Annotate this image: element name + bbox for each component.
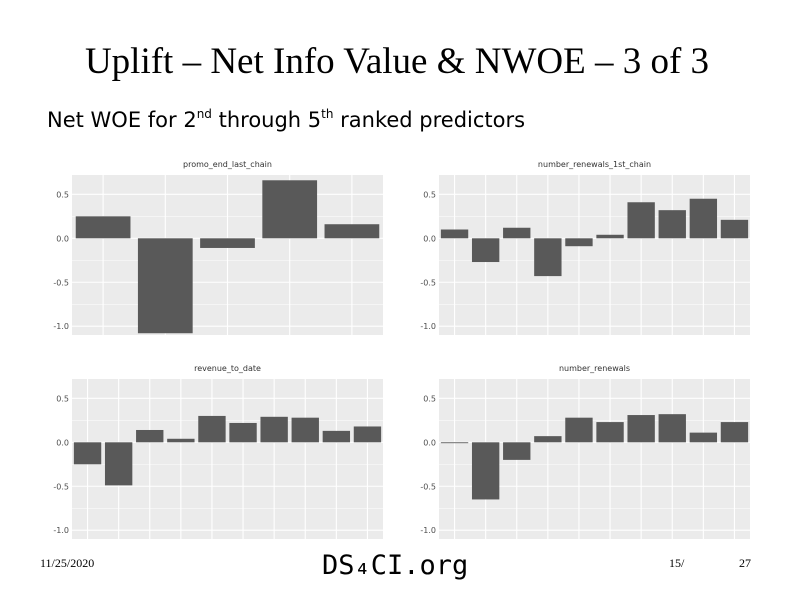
chart-svg: promo_end_last_chain 0.5 0.0 -0.5 -1.0	[53, 160, 383, 335]
subtitle-sup-2: th	[321, 107, 334, 121]
bar-4	[534, 238, 562, 277]
chart-title: number_renewals	[559, 364, 630, 373]
bar-5	[198, 415, 226, 443]
chart-promo-end-last-chain: promo_end_last_chain 0.5 0.0 -0.5 -1.0	[38, 157, 385, 337]
bar-10	[720, 219, 749, 239]
footer-brand: DS₄CI.org	[322, 550, 469, 581]
footer-date: 11/25/2020	[40, 556, 95, 570]
bar-7	[260, 416, 288, 443]
subtitle-text-3: ranked predictors	[333, 108, 526, 132]
chart-title: revenue_to_date	[194, 364, 261, 373]
y-tick-label: 0.0	[423, 234, 436, 243]
chart-revenue-to-date: revenue_to_date 0.5 0.0 -0.5 -1.0	[38, 361, 385, 541]
y-tick-label: 0.0	[423, 438, 436, 447]
chart-svg: revenue_to_date 0.5 0.0 -0.5 -1.0	[53, 364, 383, 539]
bar-10	[353, 426, 382, 443]
chart-svg: number_renewals_1st_chain 0.5 0.0 -0.5 -1.0	[420, 160, 750, 335]
bar-1	[440, 229, 469, 239]
bar-1	[440, 442, 469, 444]
bar-2	[137, 238, 193, 334]
bar-4	[262, 180, 318, 239]
bar-2	[471, 442, 500, 500]
bar-3	[503, 442, 531, 460]
bar-1	[73, 442, 102, 465]
y-tick-label: -1.0	[420, 526, 436, 535]
chart-number-renewals: number_renewals 0.5 0.0 -0.5 -1.0	[405, 361, 752, 541]
bar-6	[596, 234, 624, 239]
bar-4	[167, 438, 195, 443]
subtitle-sup-1: nd	[196, 107, 212, 121]
bar-3	[200, 238, 255, 248]
bar-8	[658, 414, 686, 443]
chart-svg: number_renewals 0.5 0.0 -0.5 -1.0	[420, 364, 750, 539]
bar-5	[565, 417, 593, 443]
y-tick-label: -0.5	[420, 278, 436, 287]
bar-3	[503, 227, 531, 239]
bar-5	[324, 224, 380, 239]
y-tick-label: -1.0	[53, 322, 69, 331]
bar-7	[627, 415, 655, 443]
bar-8	[658, 210, 686, 239]
bar-9	[322, 430, 351, 443]
bar-2	[471, 238, 500, 263]
slide-title: Uplift – Net Info Value & NWOE – 3 of 3	[84, 41, 710, 82]
bar-7	[627, 202, 655, 239]
footer-page-number: 15/	[669, 556, 685, 570]
bar-9	[689, 432, 718, 443]
y-tick-label: -0.5	[420, 482, 436, 491]
subtitle-text-2: through 5	[211, 108, 322, 132]
bar-1	[75, 216, 131, 239]
bar-9	[689, 198, 718, 239]
slide-subtitle: Net WOE for 2nd through 5th ranked predi…	[47, 107, 525, 132]
bar-2	[104, 442, 133, 486]
y-tick-label: 0.5	[423, 190, 436, 199]
bar-5	[565, 238, 593, 247]
bar-8	[291, 417, 319, 443]
y-tick-label: 0.0	[56, 438, 69, 447]
chart-number-renewals-1st-chain: number_renewals_1st_chain 0.5 0.0 -0.5 -1.0	[405, 157, 752, 337]
y-tick-label: -1.0	[53, 526, 69, 535]
bar-4	[534, 436, 562, 443]
bar-6	[596, 422, 624, 443]
y-tick-label: 0.5	[56, 190, 69, 199]
chart-title: number_renewals_1st_chain	[538, 160, 651, 169]
y-tick-label: -0.5	[53, 278, 69, 287]
bar-3	[136, 429, 164, 443]
y-tick-label: -0.5	[53, 482, 69, 491]
subtitle-text-1: Net WOE for 2	[47, 108, 197, 132]
y-tick-label: 0.5	[56, 394, 69, 403]
y-tick-label: -1.0	[420, 322, 436, 331]
y-tick-label: 0.5	[423, 394, 436, 403]
bar-10	[720, 422, 749, 443]
chart-title: promo_end_last_chain	[183, 160, 272, 169]
y-tick-label: 0.0	[56, 234, 69, 243]
footer-page-total: 27	[739, 556, 751, 570]
bar-6	[229, 422, 257, 443]
